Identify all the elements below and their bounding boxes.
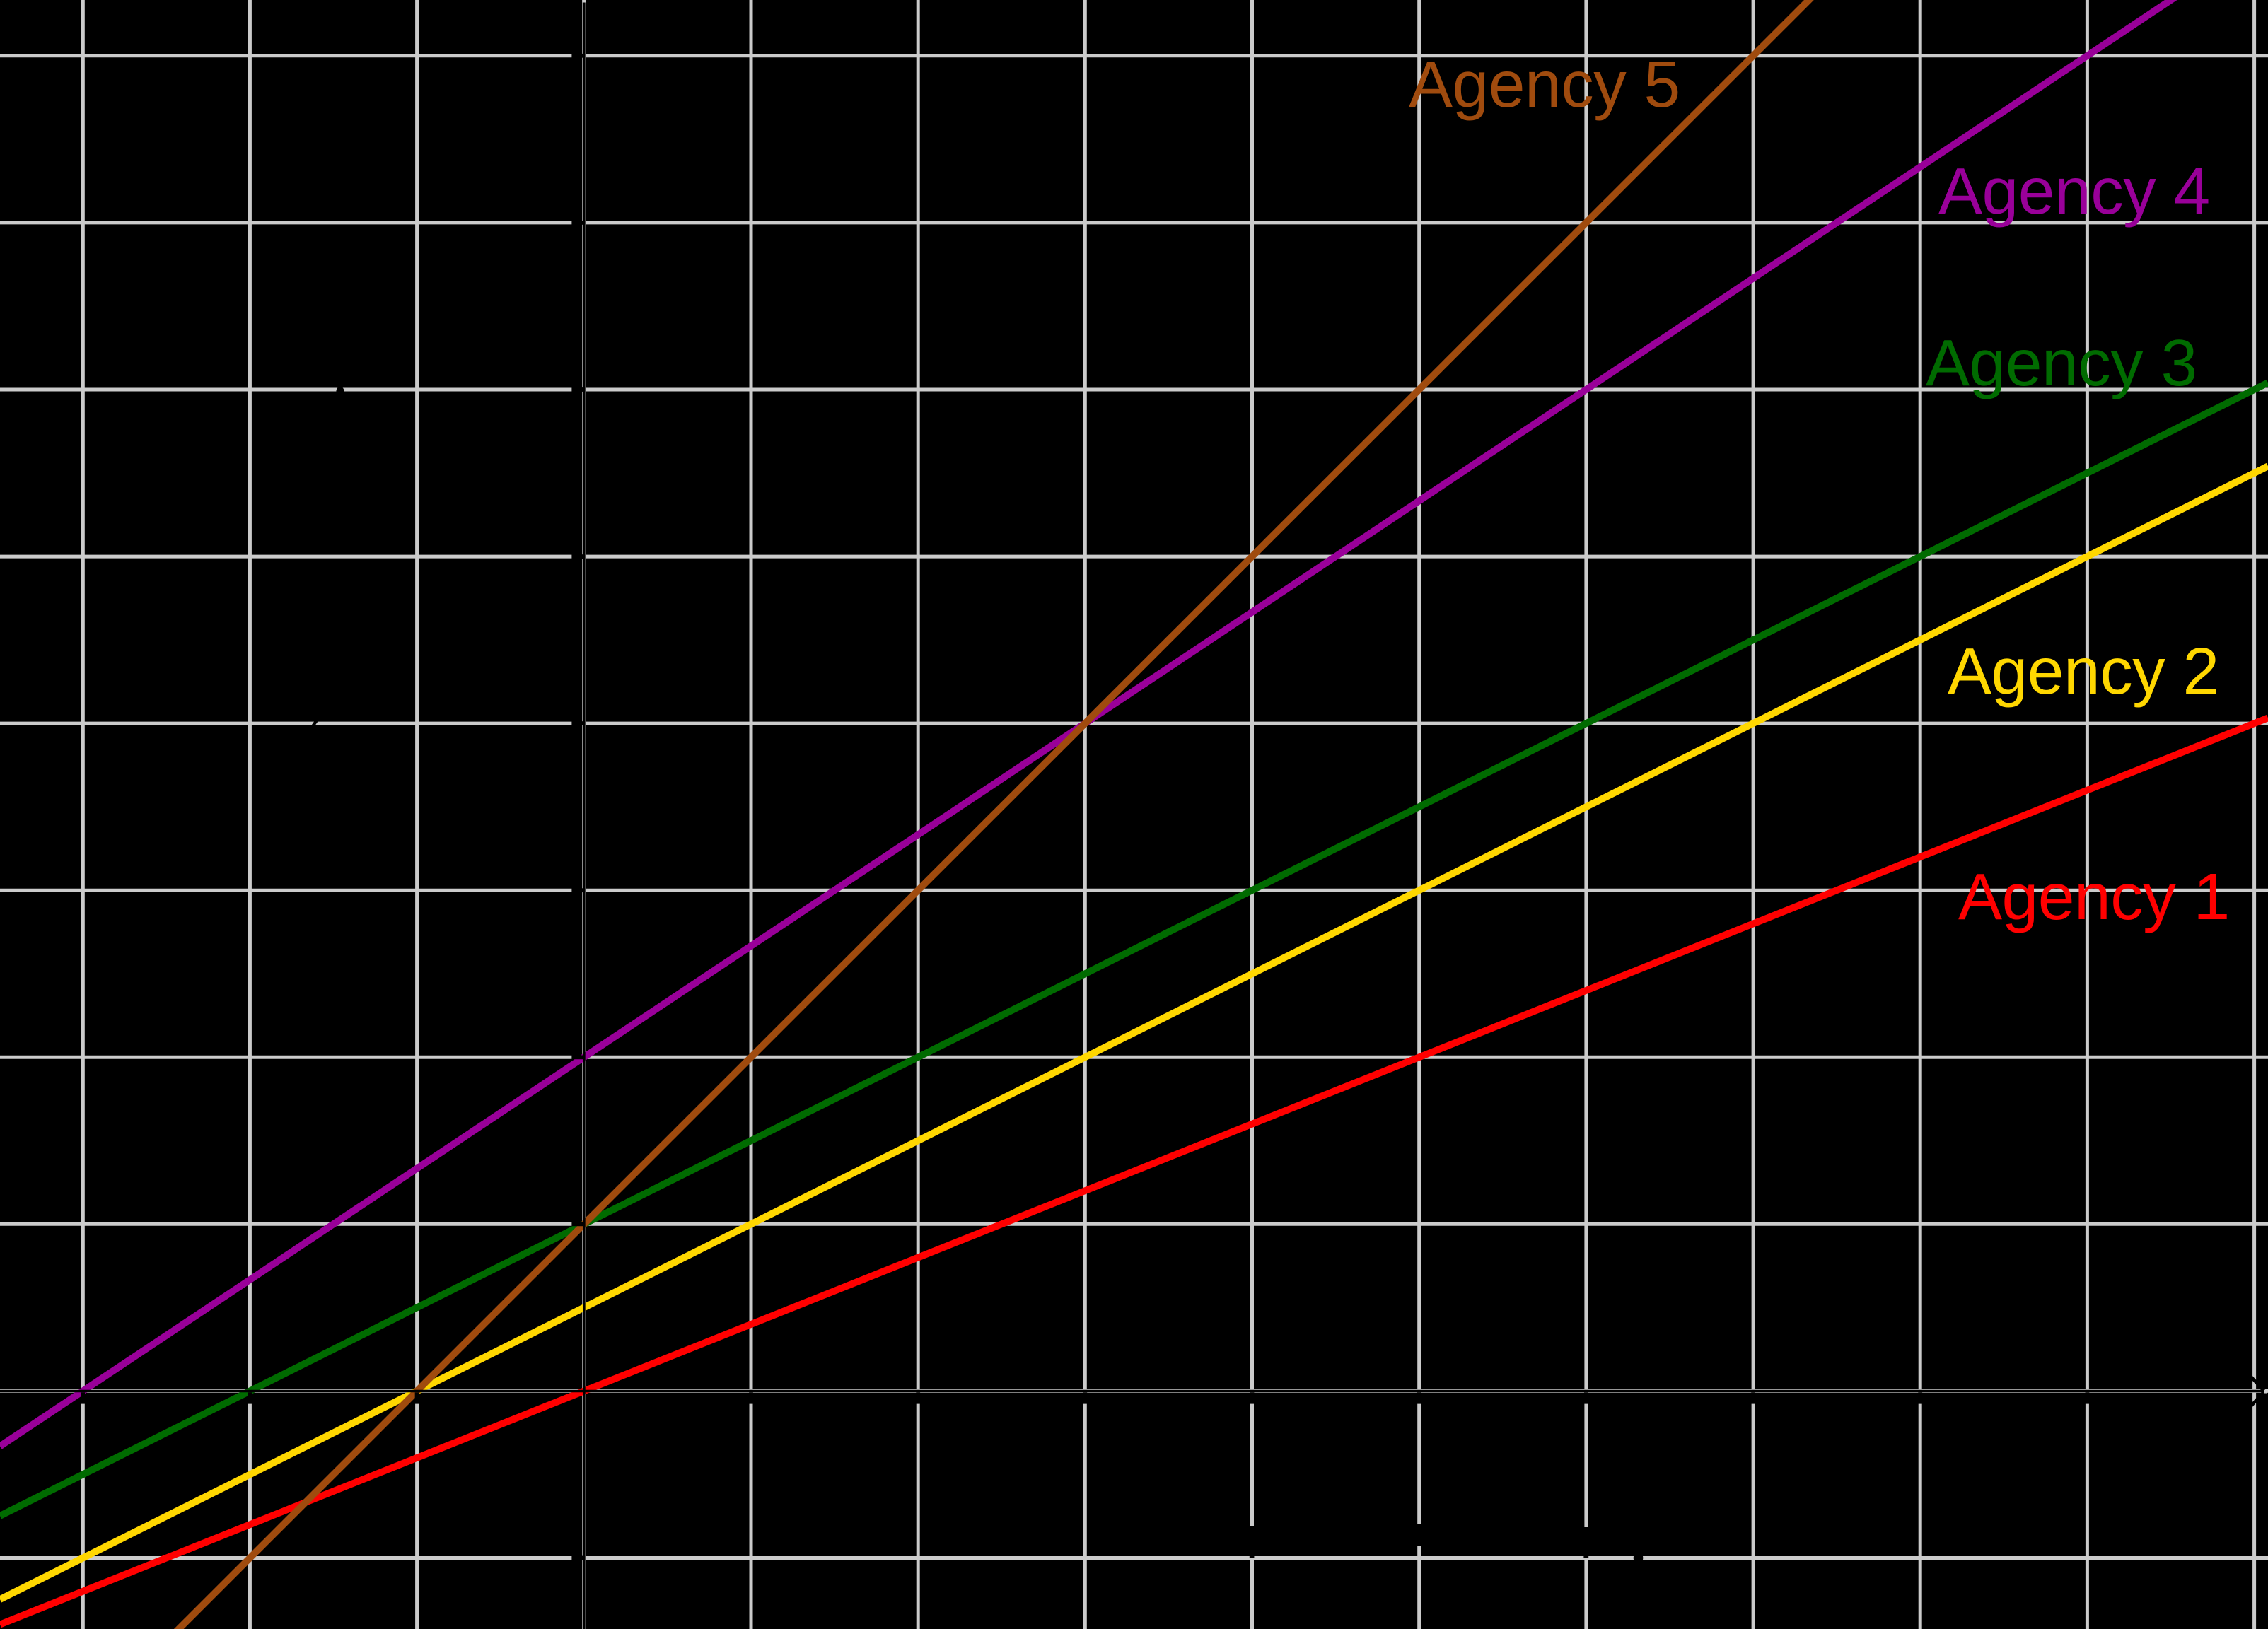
svg-text:Agency 4: Agency 4 [1938,154,2210,228]
svg-text:Agency 2: Agency 2 [1948,634,2219,708]
svg-text:Agency 1: Agency 1 [1958,860,2230,933]
svg-text:Agency 3: Agency 3 [1926,326,2197,399]
svg-text:Agency 5: Agency 5 [1409,47,1680,121]
